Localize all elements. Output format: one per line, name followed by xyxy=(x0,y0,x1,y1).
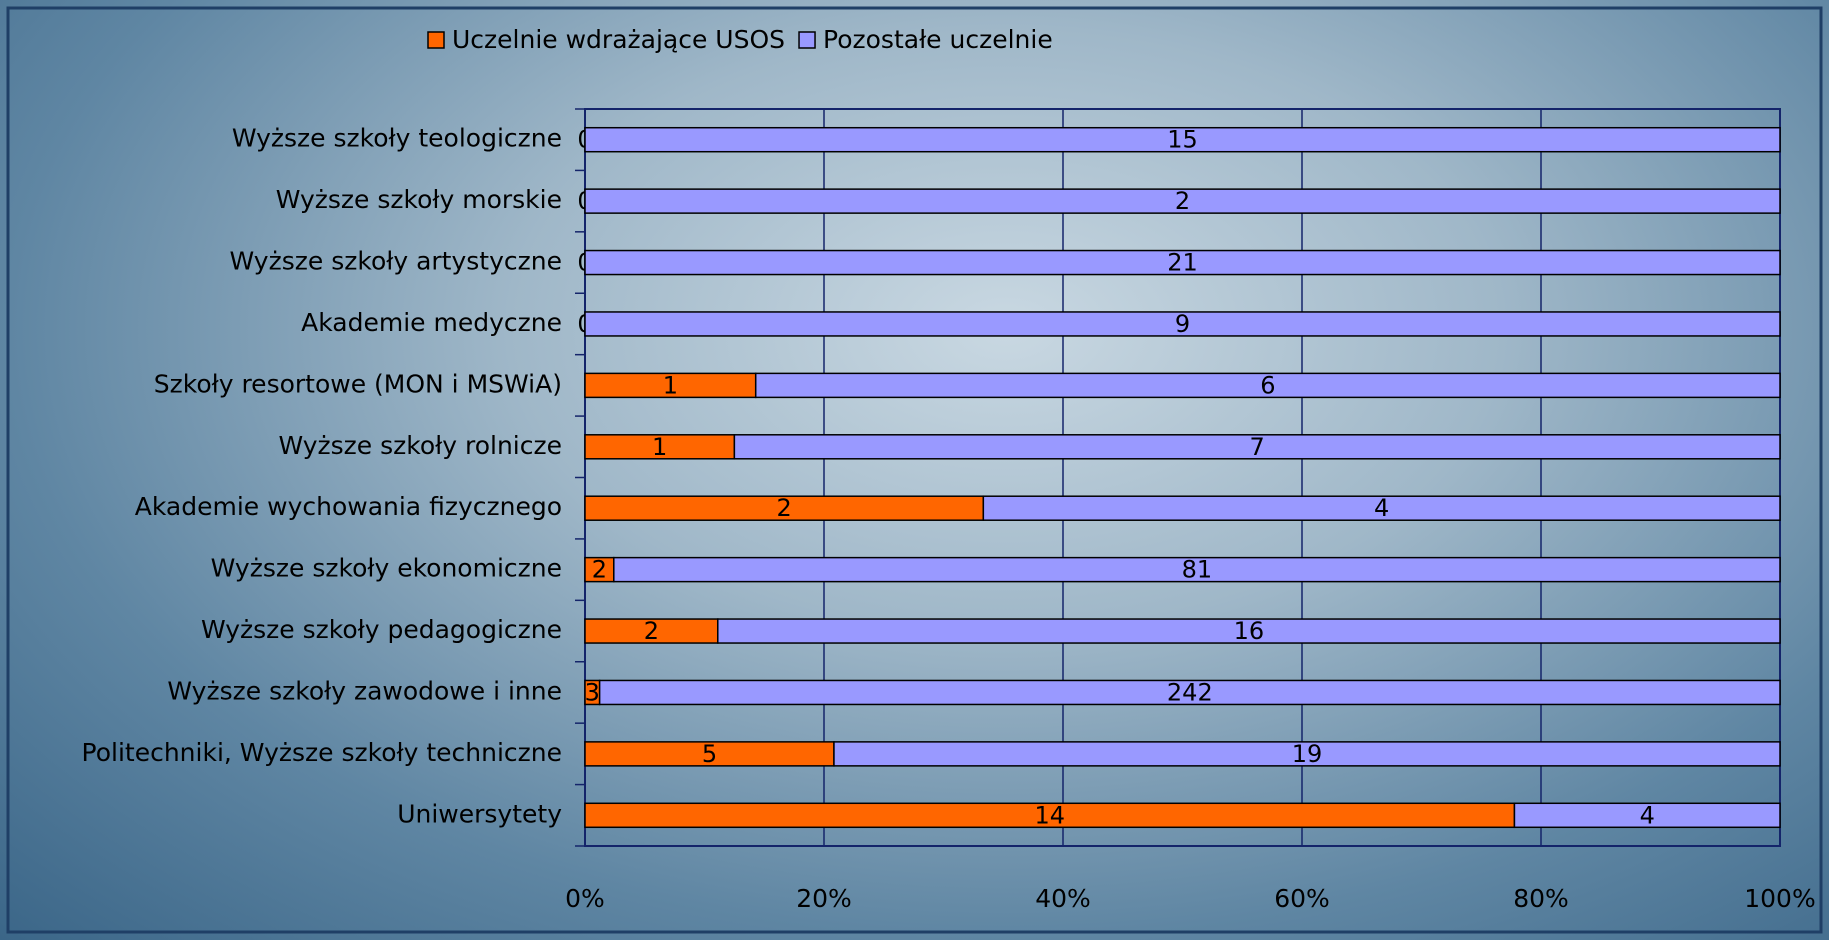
legend-label: Uczelnie wdrażające USOS xyxy=(452,25,785,54)
data-label: 19 xyxy=(1292,740,1323,768)
data-label: 2 xyxy=(1175,187,1190,215)
data-label: 2 xyxy=(777,494,792,522)
data-label: 15 xyxy=(1167,126,1198,154)
y-tick-label: Wyższe szkoły zawodowe i inne xyxy=(167,676,562,705)
y-tick-label: Wyższe szkoły teologiczne xyxy=(232,124,562,153)
data-label: 2 xyxy=(644,617,659,645)
data-label: 21 xyxy=(1167,249,1198,277)
y-tick-label: Wyższe szkoły pedagogiczne xyxy=(201,615,562,644)
y-tick-label: Wyższe szkoły artystyczne xyxy=(230,247,562,276)
y-tick-label: Uniwersytety xyxy=(397,799,562,828)
data-label: 16 xyxy=(1234,617,1265,645)
x-tick-label: 40% xyxy=(1035,884,1091,913)
legend-swatch xyxy=(428,32,444,48)
legend-swatch xyxy=(799,32,815,48)
data-label: 4 xyxy=(1640,801,1655,829)
data-label: 81 xyxy=(1182,556,1213,584)
data-label: 4 xyxy=(1374,494,1389,522)
x-tick-label: 20% xyxy=(796,884,852,913)
data-label: 5 xyxy=(702,740,717,768)
x-tick-label: 100% xyxy=(1744,884,1815,913)
y-tick-label: Akademie wychowania fizycznego xyxy=(135,492,562,521)
y-tick-label: Politechniki, Wyższe szkoły techniczne xyxy=(82,738,562,767)
data-label: 3 xyxy=(585,678,600,706)
y-tick-label: Wyższe szkoły ekonomiczne xyxy=(211,554,562,583)
legend-label: Pozostałe uczelnie xyxy=(823,25,1053,54)
chart: 0% 20% 40% 60% 80% 100% Wyższe szkoły teologic… xyxy=(0,0,1829,940)
plot-area xyxy=(585,109,1780,846)
data-label: 6 xyxy=(1260,371,1275,399)
data-label: 1 xyxy=(652,433,667,461)
data-label: 2 xyxy=(592,556,607,584)
x-tick-label: 0% xyxy=(565,884,605,913)
y-tick-label: Szkoły resortowe (MON i MSWiA) xyxy=(154,369,562,398)
data-label: 1 xyxy=(663,371,678,399)
y-tick-label: Wyższe szkoły morskie xyxy=(276,185,562,214)
page: 0% 20% 40% 60% 80% 100% Wyższe szkoły teologic… xyxy=(0,0,1829,940)
x-tick-label: 60% xyxy=(1274,884,1330,913)
data-label: 14 xyxy=(1034,801,1065,829)
data-label: 9 xyxy=(1175,310,1190,338)
data-label: 7 xyxy=(1250,433,1265,461)
data-label: 242 xyxy=(1167,678,1213,706)
y-tick-label: Wyższe szkoły rolnicze xyxy=(278,431,562,460)
x-tick-label: 80% xyxy=(1513,884,1569,913)
y-tick-label: Akademie medyczne xyxy=(301,308,562,337)
